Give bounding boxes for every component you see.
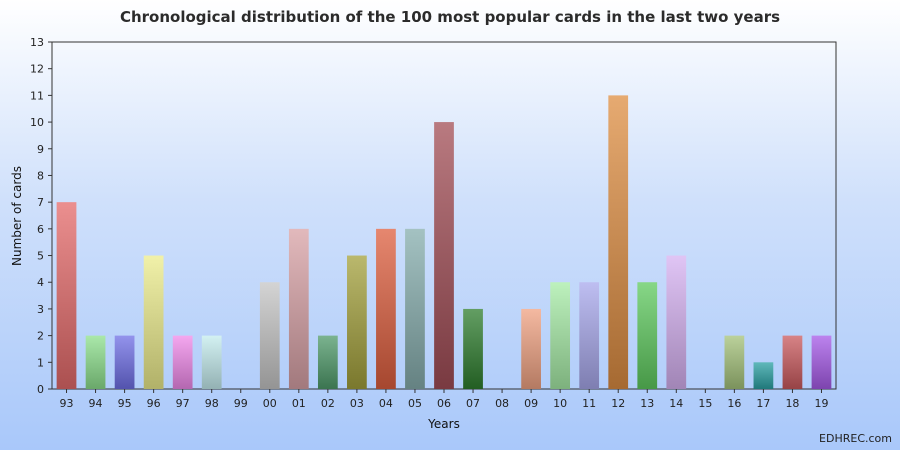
chart-title: Chronological distribution of the 100 mo… (119, 8, 781, 26)
bar-07 (463, 308, 483, 389)
bar-10 (550, 282, 571, 389)
x-tick-label: 98 (205, 397, 219, 410)
bar-00 (259, 282, 280, 389)
x-tick-label: 93 (60, 397, 74, 410)
y-axis-label: Number of cards (10, 166, 24, 266)
bar-95 (114, 335, 135, 389)
y-tick-label: 4 (37, 276, 44, 289)
y-tick-label: 1 (37, 356, 44, 369)
bar-11 (579, 282, 600, 389)
y-tick-label: 11 (30, 89, 44, 102)
x-tick-label: 19 (814, 397, 828, 410)
x-tick-label: 08 (495, 397, 509, 410)
x-tick-label: 14 (669, 397, 683, 410)
y-tick-label: 8 (37, 169, 44, 182)
y-tick-label: 5 (37, 250, 44, 263)
bar-12 (608, 95, 629, 389)
bar-16 (724, 335, 745, 389)
x-tick-label: 06 (437, 397, 451, 410)
x-tick-label: 96 (147, 397, 161, 410)
y-tick-label: 0 (37, 383, 44, 396)
x-tick-label: 95 (118, 397, 132, 410)
y-tick-label: 12 (30, 63, 44, 76)
bars-group (56, 95, 832, 390)
bar-93 (56, 202, 77, 389)
x-tick-label: 94 (89, 397, 103, 410)
y-tick-label: 9 (37, 143, 44, 156)
x-tick-label: 03 (350, 397, 364, 410)
x-tick-label: 15 (698, 397, 712, 410)
x-tick-label: 01 (292, 397, 306, 410)
bar-05 (405, 228, 425, 389)
x-tick-label: 00 (263, 397, 277, 410)
bar-19 (811, 335, 832, 389)
bar-94 (85, 335, 106, 389)
bar-13 (637, 282, 658, 389)
x-axis-label: Years (427, 417, 460, 431)
bar-02 (317, 335, 338, 389)
x-tick-label: 12 (611, 397, 625, 410)
x-tick-label: 10 (553, 397, 567, 410)
bar-03 (347, 255, 367, 389)
x-tick-label: 13 (640, 397, 654, 410)
x-axis: 93 94 95 96 97 98 99 00 01 02 03 04 05 06 07 08 09 10 11 12… (60, 389, 828, 410)
x-tick-label: 16 (727, 397, 741, 410)
x-tick-label: 18 (785, 397, 799, 410)
bar-01 (288, 228, 309, 389)
bar-97 (172, 335, 193, 389)
bar-98 (201, 335, 222, 389)
x-tick-label: 11 (582, 397, 596, 410)
y-tick-label: 10 (30, 116, 44, 129)
x-tick-label: 17 (756, 397, 770, 410)
y-tick-label: 13 (30, 36, 44, 49)
bar-18 (782, 335, 803, 389)
bar-04 (376, 228, 396, 389)
x-tick-label: 04 (379, 397, 393, 410)
y-tick-label: 7 (37, 196, 44, 209)
x-tick-label: 97 (176, 397, 190, 410)
x-tick-label: 99 (234, 397, 248, 410)
bar-06 (434, 122, 454, 390)
watermark: EDHREC.com (819, 432, 892, 445)
bar-17 (753, 362, 774, 389)
y-tick-label: 2 (37, 330, 44, 343)
y-tick-label: 6 (37, 223, 44, 236)
x-tick-label: 05 (408, 397, 422, 410)
bar-96 (143, 255, 164, 389)
bar-14 (666, 255, 687, 389)
x-tick-label: 02 (321, 397, 335, 410)
bar-09 (521, 308, 541, 389)
x-tick-label: 07 (466, 397, 480, 410)
x-tick-label: 09 (524, 397, 538, 410)
y-tick-label: 3 (37, 303, 44, 316)
